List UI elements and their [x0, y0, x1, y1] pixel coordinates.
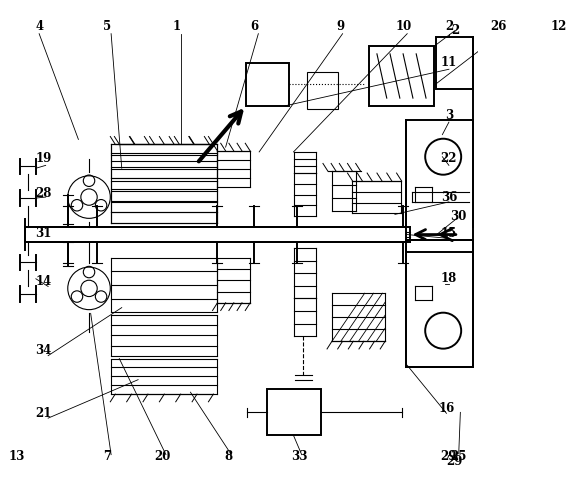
Text: 26: 26	[490, 20, 506, 33]
Text: 8: 8	[224, 450, 232, 463]
Text: 13: 13	[9, 450, 25, 463]
Text: 25: 25	[450, 450, 467, 463]
Text: 5: 5	[103, 20, 111, 33]
Text: 16: 16	[439, 402, 454, 415]
Text: 34: 34	[35, 344, 51, 357]
Text: 31: 31	[35, 227, 51, 240]
Text: 11: 11	[441, 56, 457, 69]
Text: 21: 21	[35, 407, 51, 420]
Bar	[307, 72, 339, 109]
Text: 19: 19	[35, 152, 51, 165]
Text: 2: 2	[451, 24, 460, 37]
Text: 2: 2	[445, 20, 453, 33]
Text: 20: 20	[154, 450, 171, 463]
Text: 14: 14	[35, 275, 51, 288]
Text: 18: 18	[441, 272, 457, 285]
Text: 9: 9	[336, 20, 344, 33]
Text: 15: 15	[441, 227, 457, 240]
Text: 29: 29	[441, 450, 457, 463]
Bar	[405, 120, 472, 241]
Bar	[436, 37, 474, 89]
Bar	[25, 227, 409, 242]
Text: 12: 12	[550, 20, 566, 33]
Bar	[369, 46, 434, 106]
Bar	[267, 389, 321, 435]
Text: 6: 6	[250, 20, 258, 33]
Text: 1: 1	[172, 20, 180, 33]
Text: 4: 4	[35, 20, 43, 33]
Text: 22: 22	[441, 152, 457, 165]
Text: 33: 33	[291, 450, 308, 463]
Text: 7: 7	[103, 450, 111, 463]
Text: 36: 36	[441, 190, 457, 204]
Bar	[246, 63, 288, 106]
Bar	[405, 252, 472, 367]
Text: 30: 30	[450, 210, 467, 223]
Text: 3: 3	[445, 109, 453, 122]
Text: 10: 10	[396, 20, 412, 33]
Text: 29: 29	[446, 455, 463, 468]
Text: 28: 28	[35, 187, 51, 200]
